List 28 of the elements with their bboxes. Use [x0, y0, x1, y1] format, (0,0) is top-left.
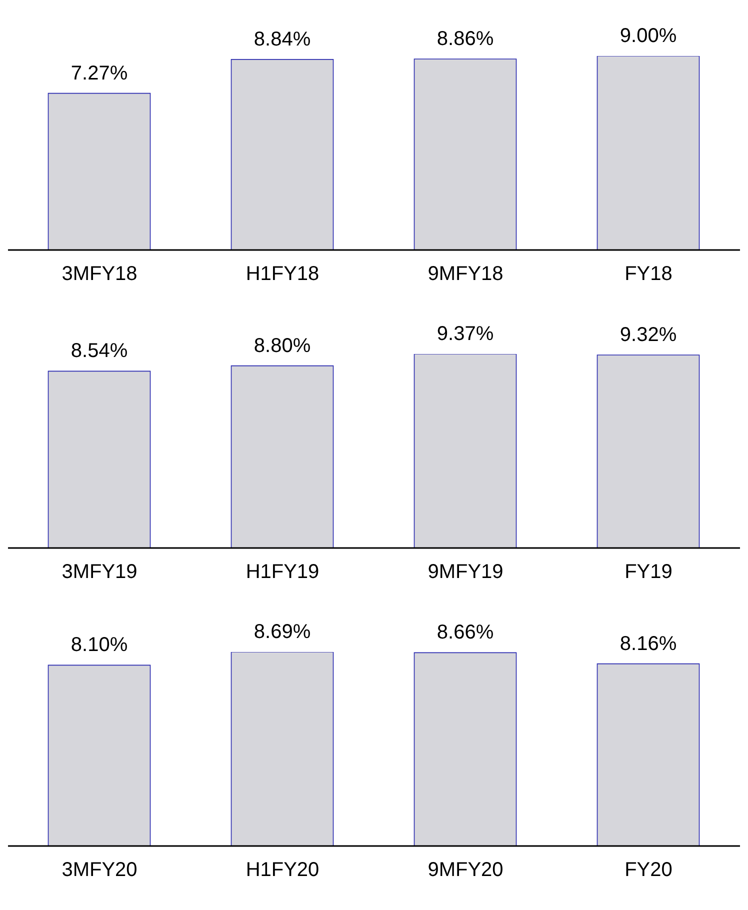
x-tick-label: 3MFY18	[62, 263, 138, 286]
data-label: 9.32%	[620, 324, 677, 346]
x-tick-label: 9MFY18	[428, 263, 504, 286]
data-label: 8.16%	[620, 632, 677, 655]
bar	[596, 56, 700, 250]
x-tick-label: H1FY18	[246, 263, 320, 286]
x-tick-label: FY20	[624, 859, 672, 882]
bar	[414, 58, 517, 250]
bar	[48, 92, 151, 250]
x-tick-label: H1FY20	[246, 859, 320, 882]
data-label: 8.84%	[254, 28, 311, 50]
data-label: 7.27%	[70, 62, 128, 84]
x-tick-label: 3MFY20	[62, 859, 138, 882]
x-tick-label: H1FY19	[246, 561, 320, 584]
x-tick-label: FY19	[624, 561, 672, 584]
bar	[230, 59, 334, 250]
x-tick-label: 9MFY19	[428, 561, 504, 584]
data-label: 8.54%	[70, 340, 128, 362]
x-tick-label: 9MFY20	[428, 859, 504, 882]
data-label: 9.00%	[620, 25, 677, 47]
data-label: 8.86%	[436, 28, 494, 50]
data-label: 8.66%	[436, 622, 494, 644]
data-label: 8.10%	[70, 634, 128, 656]
x-tick-label: FY18	[624, 263, 672, 286]
data-label: 9.37%	[436, 323, 494, 345]
data-label: 8.69%	[254, 621, 311, 643]
x-tick-label: 3MFY19	[62, 561, 138, 584]
data-label: 8.80%	[254, 334, 311, 357]
